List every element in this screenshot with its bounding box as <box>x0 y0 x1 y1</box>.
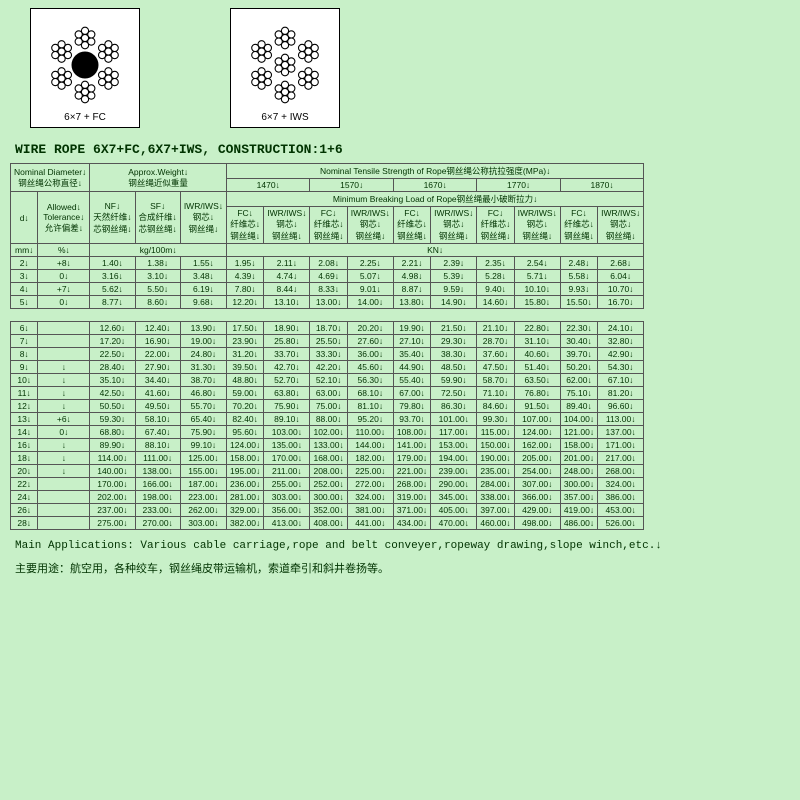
table-row: 28↓275.00↓270.00↓303.00↓382.00↓413.00↓40… <box>11 517 644 530</box>
diagram-fc: 6×7 + FC <box>30 8 140 128</box>
table-row: 3↓0↓3.16↓3.10↓3.48↓4.39↓4.74↓4.69↓5.07↓4… <box>11 270 644 283</box>
table-row: 26↓237.00↓233.00↓262.00↓329.00↓356.00↓35… <box>11 504 644 517</box>
hdr-approx-weight: Approx.Weight↓钢丝绳近似重量 <box>90 164 227 192</box>
table-row: 20↓↓140.00↓138.00↓155.00↓195.00↓211.00↓2… <box>11 465 644 478</box>
table-row: 13↓+6↓59.30↓58.10↓65.40↓82.40↓89.10↓88.0… <box>11 413 644 426</box>
diagram-iws: 6×7 + IWS <box>230 8 340 128</box>
main-applications-cn: 主要用途：航空用，各种绞车，钢丝绳皮带运输机，索道牵引和斜井卷扬等。 <box>0 556 800 586</box>
table-row: 5↓0↓8.77↓8.60↓9.68↓12.20↓13.10↓13.00↓14.… <box>11 296 644 309</box>
diagram-fc-label: 6×7 + FC <box>64 112 106 123</box>
table-row: 12↓↓50.50↓49.50↓55.70↓70.20↓75.90↓75.00↓… <box>11 400 644 413</box>
table-row: 4↓+7↓5.62↓5.50↓6.19↓7.80↓8.44↓8.33↓9.01↓… <box>11 283 644 296</box>
table-row: 9↓↓28.40↓27.90↓31.30↓39.50↓42.70↓42.20↓4… <box>11 361 644 374</box>
table-row: 24↓202.00↓198.00↓223.00↓281.00↓303.00↓30… <box>11 491 644 504</box>
hdr-nominal-diameter: Nominal Diameter↓钢丝绳公称直径↓ <box>11 164 90 192</box>
rope-cross-section-iws-icon <box>240 20 330 110</box>
table-row: 11↓↓42.50↓41.60↓46.80↓59.00↓63.80↓63.00↓… <box>11 387 644 400</box>
table-row: 22↓170.00↓166.00↓187.00↓236.00↓255.00↓25… <box>11 478 644 491</box>
page-title: WIRE ROPE 6X7+FC,6X7+IWS, CONSTRUCTION:1… <box>0 136 800 163</box>
table-row: 16↓↓89.90↓88.10↓99.10↓124.00↓135.00↓133.… <box>11 439 644 452</box>
table-row: 18↓↓114.00↓111.00↓125.00↓158.00↓170.00↓1… <box>11 452 644 465</box>
diagram-iws-label: 6×7 + IWS <box>261 112 308 123</box>
table-row: 7↓17.20↓16.90↓19.00↓23.90↓25.80↓25.50↓27… <box>11 335 644 348</box>
table-row: 8↓22.50↓22.00↓24.80↓31.20↓33.70↓33.30↓36… <box>11 348 644 361</box>
rope-cross-section-fc-icon <box>40 20 130 110</box>
spec-table: Nominal Diameter↓钢丝绳公称直径↓ Approx.Weight↓… <box>10 163 644 530</box>
table-row: 10↓↓35.10↓34.40↓38.70↓48.80↓52.70↓52.10↓… <box>11 374 644 387</box>
hdr-tensile: Nominal Tensile Strength of Rope钢丝绳公称抗拉强… <box>227 164 644 179</box>
table-row: 2↓+8↓1.40↓1.38↓1.55↓1.95↓2.11↓2.08↓2.25↓… <box>11 257 644 270</box>
table-row: 14↓0↓68.80↓67.40↓75.90↓95.60↓103.00↓102.… <box>11 426 644 439</box>
diagram-row: 6×7 + FC 6×7 + IWS <box>0 0 800 136</box>
main-applications: Main Applications: Various cable carriag… <box>0 530 800 556</box>
table-row: 6↓12.60↓12.40↓13.90↓17.50↓18.90↓18.70↓20… <box>11 322 644 335</box>
